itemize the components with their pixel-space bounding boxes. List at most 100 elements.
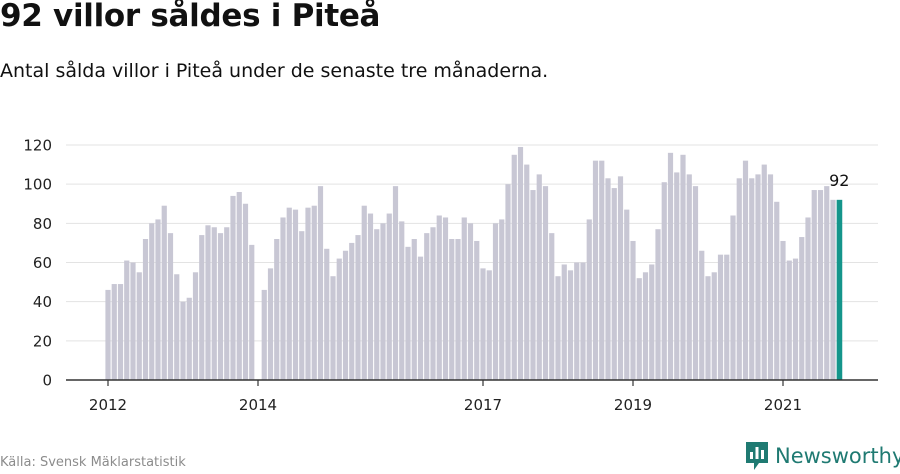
bar bbox=[655, 229, 661, 380]
bar bbox=[730, 215, 736, 380]
bar bbox=[267, 268, 274, 381]
bar bbox=[661, 182, 667, 380]
bar bbox=[299, 231, 305, 380]
y-tick-label: 0 bbox=[42, 372, 52, 390]
bar bbox=[817, 190, 824, 380]
bar bbox=[674, 172, 680, 380]
bar bbox=[692, 186, 699, 381]
bar bbox=[480, 268, 486, 381]
bar bbox=[742, 160, 749, 380]
y-tick-label: 120 bbox=[23, 137, 52, 155]
bar bbox=[399, 221, 405, 381]
bar bbox=[342, 250, 349, 380]
bar bbox=[361, 205, 367, 380]
bar bbox=[699, 250, 705, 380]
bar bbox=[605, 178, 611, 380]
bar bbox=[280, 217, 286, 380]
bar bbox=[786, 260, 792, 380]
bar bbox=[574, 262, 580, 380]
bar bbox=[167, 233, 174, 381]
bar bbox=[417, 256, 424, 381]
bar bbox=[549, 233, 555, 381]
bar bbox=[249, 244, 255, 381]
bar bbox=[667, 152, 674, 380]
y-axis-ticks: 0 20 40 60 80 100 120 bbox=[23, 137, 52, 390]
bar bbox=[774, 201, 780, 380]
bar bbox=[474, 240, 480, 380]
bar bbox=[211, 227, 217, 380]
bar bbox=[617, 176, 624, 380]
bar bbox=[330, 276, 336, 380]
y-tick-label: 60 bbox=[33, 254, 52, 272]
bar bbox=[724, 254, 730, 380]
bar bbox=[717, 254, 724, 380]
bar bbox=[705, 276, 711, 380]
x-tick-label: 2019 bbox=[614, 396, 652, 414]
newsworthy-logo[interactable]: Newsworthy bbox=[745, 441, 900, 471]
bar bbox=[386, 213, 392, 380]
bar bbox=[136, 272, 142, 380]
bar bbox=[442, 217, 449, 380]
bar bbox=[449, 239, 455, 380]
bar bbox=[336, 258, 342, 380]
bar bbox=[486, 270, 492, 380]
bar bbox=[767, 174, 774, 381]
bar bbox=[580, 262, 586, 380]
bar bbox=[242, 203, 249, 380]
bar bbox=[511, 154, 517, 380]
bar bbox=[649, 264, 655, 380]
bar bbox=[380, 223, 386, 380]
bar bbox=[217, 233, 224, 381]
chart-title: 92 villor såldes i Piteå bbox=[0, 0, 381, 34]
bar bbox=[317, 186, 324, 381]
bar bbox=[599, 160, 605, 380]
bar bbox=[174, 274, 180, 380]
bar bbox=[761, 164, 767, 380]
bar bbox=[755, 174, 761, 381]
bar bbox=[811, 190, 817, 380]
bar bbox=[711, 272, 717, 380]
bar bbox=[355, 235, 361, 380]
bar bbox=[792, 258, 799, 380]
y-tick-label: 100 bbox=[23, 176, 52, 194]
bar bbox=[561, 264, 567, 380]
bar bbox=[542, 186, 549, 381]
bar bbox=[642, 272, 649, 380]
bar bbox=[499, 219, 505, 380]
bar bbox=[686, 174, 692, 381]
x-axis: 2012 2014 2017 2019 2021 bbox=[66, 379, 878, 414]
bar bbox=[405, 246, 411, 380]
bar bbox=[155, 219, 161, 380]
chart-subtitle: Antal sålda villor i Piteå under de sena… bbox=[0, 60, 549, 82]
source-note: Källa: Svensk Mäklarstatistik bbox=[0, 455, 186, 470]
bar bbox=[780, 240, 786, 380]
annotations: 92 bbox=[829, 171, 849, 190]
bar bbox=[230, 195, 236, 380]
brand-name: Newsworthy bbox=[775, 444, 900, 468]
bar bbox=[274, 239, 280, 380]
bar bbox=[224, 227, 230, 380]
bar bbox=[824, 186, 830, 381]
bar bbox=[736, 178, 742, 380]
bar bbox=[624, 209, 630, 381]
bar bbox=[524, 164, 530, 380]
bar bbox=[311, 205, 317, 380]
bar bbox=[199, 235, 205, 380]
bar bbox=[205, 225, 211, 380]
bar bbox=[124, 260, 130, 380]
bar bbox=[105, 289, 111, 380]
bar bbox=[505, 184, 511, 380]
bar bbox=[455, 239, 461, 380]
bar bbox=[236, 192, 242, 380]
bar bbox=[286, 207, 292, 380]
bar bbox=[305, 207, 311, 380]
bar bbox=[424, 233, 430, 381]
bar bbox=[636, 278, 642, 380]
y-tick-label: 40 bbox=[33, 293, 52, 311]
bar bbox=[130, 262, 136, 380]
bar bbox=[592, 160, 599, 380]
bar bbox=[261, 289, 267, 380]
bar bbox=[467, 223, 474, 380]
bar bbox=[161, 205, 167, 380]
